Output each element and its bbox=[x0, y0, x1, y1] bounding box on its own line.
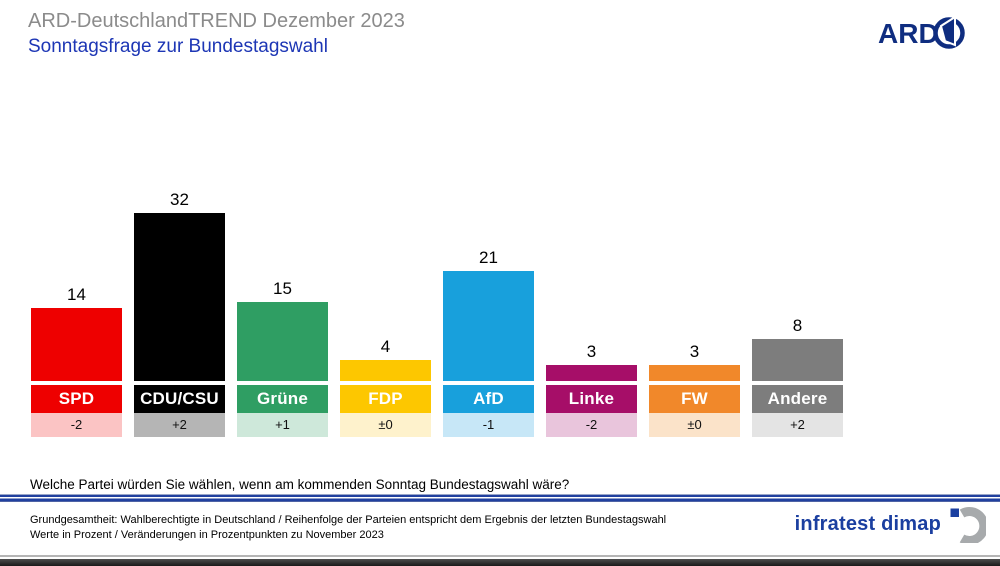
change-label-linke: -2 bbox=[546, 413, 637, 437]
footer-line1: Grundgesamtheit: Wahlberechtigte in Deut… bbox=[30, 514, 667, 526]
change-label-fdp: ±0 bbox=[340, 413, 431, 437]
header: ARD-DeutschlandTREND Dezember 2023 Sonnt… bbox=[28, 8, 405, 59]
bar-value-spd: 14 bbox=[67, 284, 86, 304]
footer-line2: Werte in Prozent / Veränderungen in Proz… bbox=[30, 529, 384, 541]
party-label-fw: FW bbox=[649, 385, 740, 413]
bottom-dark-bar bbox=[0, 559, 1000, 566]
party-label-cdu-csu: CDU/CSU bbox=[134, 385, 225, 413]
survey-question: Welche Partei würden Sie wählen, wenn am… bbox=[30, 477, 570, 492]
change-label-gruene: +1 bbox=[237, 413, 328, 437]
bar-cdu-csu bbox=[134, 213, 225, 381]
brand: infratest dimap bbox=[795, 505, 986, 543]
page-subtitle: Sonntagsfrage zur Bundestagswahl bbox=[28, 36, 328, 57]
change-label-fw: ±0 bbox=[649, 413, 740, 437]
party-label-gruene: Grüne bbox=[237, 385, 328, 413]
infratest-dimap-wordmark: infratest dimap bbox=[794, 512, 941, 535]
party-label-andere: Andere bbox=[752, 385, 843, 413]
bar-afd bbox=[443, 270, 534, 381]
party-label-fdp: FDP bbox=[340, 385, 431, 413]
ard-logo-text: ARD bbox=[878, 18, 939, 49]
divider-rule bbox=[0, 494, 1000, 502]
bar-value-fw: 3 bbox=[689, 342, 700, 362]
ard-logo-icon: ARD bbox=[878, 15, 965, 49]
bar-gruene bbox=[237, 302, 328, 381]
bar-value-fdp: 4 bbox=[380, 337, 391, 356]
change-label-spd: -2 bbox=[31, 413, 122, 437]
party-label-linke: Linke bbox=[546, 385, 637, 413]
bar-value-gruene: 15 bbox=[273, 279, 292, 299]
change-label-afd: -1 bbox=[443, 413, 534, 437]
page-title: ARD-DeutschlandTREND Dezember 2023 bbox=[28, 10, 405, 32]
bar-value-andere: 8 bbox=[792, 316, 803, 335]
bar-andere bbox=[752, 339, 843, 381]
change-label-cdu-csu: +2 bbox=[134, 413, 225, 437]
change-label-andere: +2 bbox=[752, 413, 843, 437]
infratest-dimap-logo-icon bbox=[950, 507, 986, 543]
bottom-gray-line bbox=[0, 555, 1000, 557]
bar-fw bbox=[649, 365, 740, 381]
party-label-afd: AfD bbox=[443, 385, 534, 413]
bar-fdp bbox=[340, 360, 431, 381]
footer-notes: Grundgesamtheit: Wahlberechtigte in Deut… bbox=[30, 513, 666, 543]
bar-linke bbox=[546, 365, 637, 381]
bar-spd bbox=[31, 307, 122, 381]
party-label-spd: SPD bbox=[31, 385, 122, 413]
bar-value-linke: 3 bbox=[586, 342, 597, 362]
bar-value-cdu-csu: 32 bbox=[170, 190, 189, 209]
bar-value-afd: 21 bbox=[479, 247, 498, 267]
